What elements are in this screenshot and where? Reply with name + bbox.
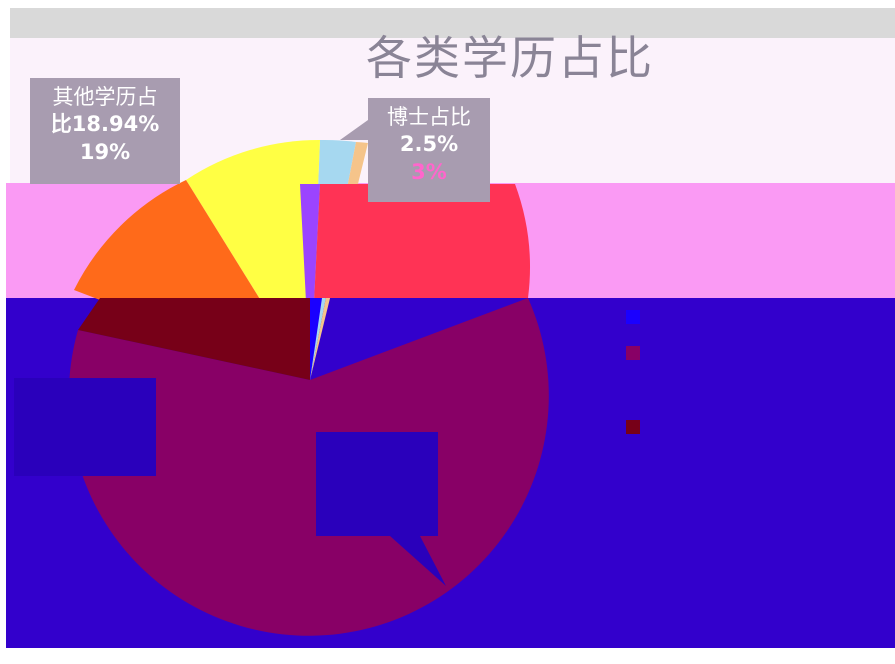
- callout-center-pointer: [390, 536, 446, 586]
- pie-slice-purple: [300, 184, 320, 380]
- legend-swatch-2: [626, 346, 640, 360]
- callout-doctor-box: [368, 98, 490, 202]
- callout-other-line2: 比18.94%: [50, 112, 160, 137]
- legend-swatch-3: [626, 420, 640, 434]
- callout-doctor: [340, 98, 490, 202]
- pie-slice-red: [310, 184, 530, 380]
- callout-doctor-pointer: [340, 120, 368, 140]
- callout-center-box: [316, 432, 438, 536]
- callout-doctor-line1: 博士占比: [387, 105, 471, 129]
- callout-doctor-text: 博士占比 2.5% 3%: [368, 104, 490, 186]
- pie-slice-dark: [78, 298, 310, 380]
- callout-other-line1: 其他学历占: [52, 85, 158, 109]
- callout-doctor-line3: 3%: [411, 159, 447, 184]
- pie-slice-blue: [310, 298, 322, 380]
- callout-center: [316, 432, 446, 586]
- callout-other-line3: 19%: [79, 139, 131, 164]
- chart-title: 各类学历占比: [366, 31, 654, 85]
- callout-left-box: [14, 378, 156, 476]
- callout-other-box: [30, 78, 180, 184]
- legend-swatch-1: [626, 310, 640, 324]
- pie: [68, 139, 549, 636]
- callout-doctor-line2: 2.5%: [399, 132, 459, 157]
- pie-slice-main: [68, 298, 549, 636]
- callout-other-text: 其他学历占 比18.94% 19%: [30, 84, 180, 166]
- callout-other: [30, 78, 180, 184]
